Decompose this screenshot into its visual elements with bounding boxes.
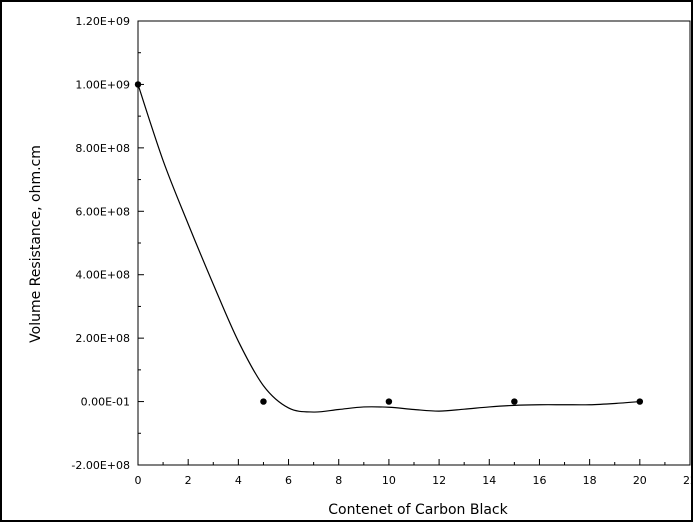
series-fit-curve (138, 84, 640, 412)
y-tick-label: 0.00E-01 (81, 396, 130, 409)
x-tick-label: 0 (135, 474, 142, 487)
y-tick-label: -2.00E+08 (71, 459, 130, 472)
x-tick-label: 16 (532, 474, 546, 487)
y-axis-title: Volume Resistance, ohm.cm (28, 145, 44, 343)
y-tick-label: 6.00E+08 (75, 205, 130, 218)
x-tick-label: 20 (633, 474, 647, 487)
x-tick-label: 4 (235, 474, 242, 487)
x-tick-label: 18 (583, 474, 597, 487)
x-tick-label: 6 (285, 474, 292, 487)
y-tick-label: 1.20E+09 (75, 15, 130, 28)
plot-area (138, 21, 690, 465)
x-axis-title: Contenet of Carbon Black (328, 502, 508, 518)
y-tick-label: 4.00E+08 (75, 269, 130, 282)
data-point (637, 398, 643, 404)
x-tick-label: 12 (432, 474, 446, 487)
data-point (260, 398, 266, 404)
y-axis-ticks: -2.00E+08 0.00E-01 2.00E+08 4.00E+08 6.00E+0… (71, 15, 144, 472)
y-tick-label: 8.00E+08 (75, 142, 130, 155)
data-points (135, 81, 643, 405)
x-tick-label: 14 (482, 474, 496, 487)
x-tick-label: 8 (335, 474, 342, 487)
y-tick-label: 1.00E+09 (75, 78, 130, 91)
y-tick-label: 2.00E+08 (75, 332, 130, 345)
data-point (511, 398, 517, 404)
x-axis-ticks: 0 2 4 6 8 10 12 14 16 18 20 22 (135, 459, 693, 487)
x-tick-label: 22 (683, 474, 693, 487)
x-tick-label: 2 (185, 474, 192, 487)
data-point (386, 398, 392, 404)
data-point (135, 81, 141, 87)
x-tick-label: 10 (382, 474, 396, 487)
